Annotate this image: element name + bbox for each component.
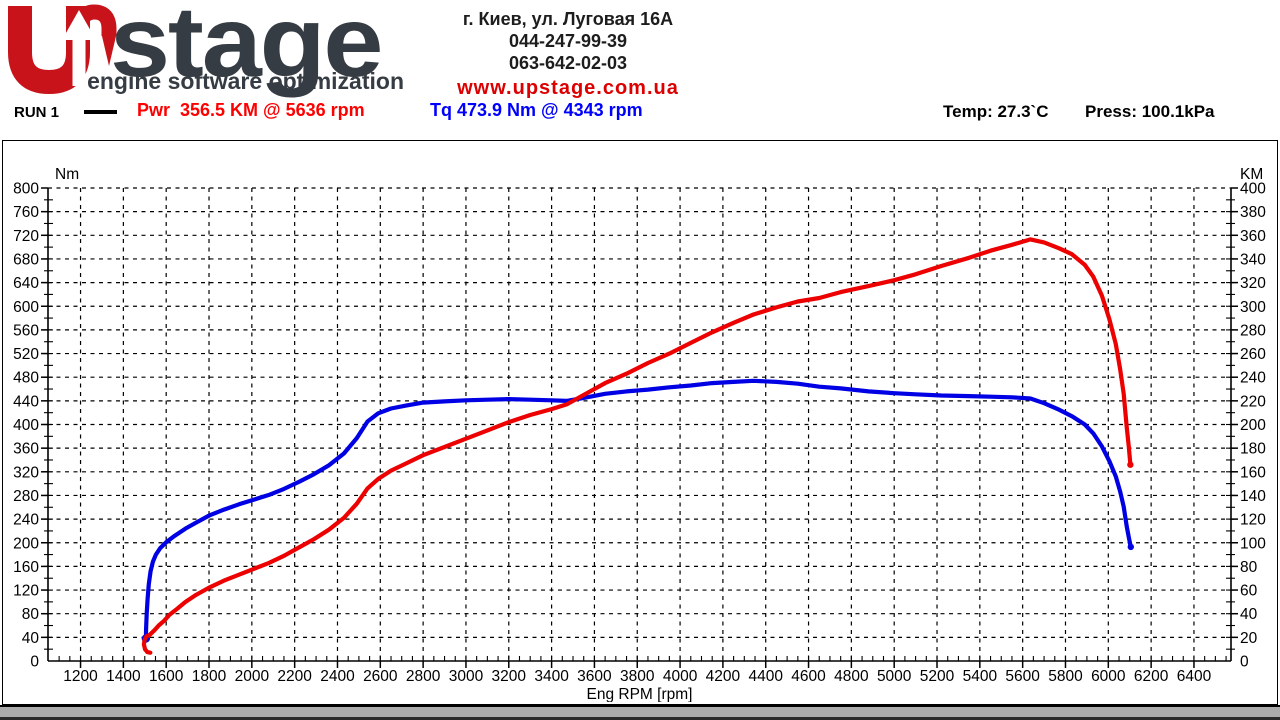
peak-torque-reading: Tq 473.9 Nm @ 4343 rpm — [430, 100, 643, 120]
svg-text:1200: 1200 — [63, 668, 98, 685]
svg-text:3200: 3200 — [492, 668, 527, 685]
website-url: www.upstage.com.ua — [457, 77, 679, 99]
svg-text:2200: 2200 — [277, 668, 312, 685]
svg-text:1600: 1600 — [149, 668, 184, 685]
svg-text:3800: 3800 — [620, 668, 655, 685]
svg-text:440: 440 — [13, 393, 39, 410]
run-label: RUN 1 — [14, 104, 60, 121]
svg-text:2400: 2400 — [320, 668, 355, 685]
svg-text:360: 360 — [13, 441, 39, 458]
svg-text:60: 60 — [1240, 583, 1258, 600]
svg-text:KM: KM — [1240, 166, 1263, 183]
svg-text:680: 680 — [13, 251, 39, 268]
svg-text:0: 0 — [1240, 654, 1249, 671]
svg-text:720: 720 — [13, 228, 39, 245]
svg-text:4000: 4000 — [663, 668, 698, 685]
svg-text:220: 220 — [1240, 393, 1266, 410]
svg-text:180: 180 — [1240, 441, 1266, 458]
svg-text:6200: 6200 — [1134, 668, 1169, 685]
contact-address: г. Киев, ул. Луговая 16А — [462, 9, 674, 29]
svg-text:260: 260 — [1240, 346, 1266, 363]
svg-text:560: 560 — [13, 322, 39, 339]
power-curve — [141, 237, 1134, 655]
temperature-reading: Temp: 27.3`C — [943, 102, 1049, 121]
svg-text:200: 200 — [13, 535, 39, 552]
svg-text:0: 0 — [30, 654, 39, 671]
svg-text:360: 360 — [1240, 228, 1266, 245]
svg-text:160: 160 — [1240, 464, 1266, 481]
upstage-logo: stage engine software optimization — [6, 0, 416, 98]
svg-text:400: 400 — [1240, 181, 1266, 198]
pressure-reading: Press: 100.1kPa — [1085, 102, 1215, 121]
chart-ticks — [41, 187, 1238, 668]
svg-text:2800: 2800 — [406, 668, 441, 685]
svg-text:1800: 1800 — [192, 668, 227, 685]
svg-text:4600: 4600 — [791, 668, 826, 685]
svg-text:760: 760 — [13, 204, 39, 221]
svg-text:280: 280 — [1240, 322, 1266, 339]
chart-gridlines — [48, 187, 1231, 661]
svg-text:100: 100 — [1240, 535, 1266, 552]
svg-text:5800: 5800 — [1048, 668, 1083, 685]
svg-text:120: 120 — [13, 583, 39, 600]
svg-text:320: 320 — [13, 464, 39, 481]
chart-axis-labels: 1200 1400 1600 1800 2000 2200 2400 2600 2800 3000… — [13, 166, 1266, 702]
svg-text:480: 480 — [13, 370, 39, 387]
svg-text:40: 40 — [1240, 606, 1258, 623]
logo-wordmark: stage — [110, 0, 383, 98]
svg-text:80: 80 — [1240, 559, 1258, 576]
svg-text:120: 120 — [1240, 512, 1266, 529]
run-legend-line — [84, 110, 117, 114]
svg-text:140: 140 — [1240, 488, 1266, 505]
svg-text:800: 800 — [13, 181, 39, 198]
svg-text:300: 300 — [1240, 299, 1266, 316]
svg-text:3000: 3000 — [449, 668, 484, 685]
svg-text:Eng RPM [rpm]: Eng RPM [rpm] — [587, 686, 693, 702]
svg-text:5200: 5200 — [920, 668, 955, 685]
svg-text:520: 520 — [13, 346, 39, 363]
svg-text:80: 80 — [22, 606, 40, 623]
svg-text:2600: 2600 — [363, 668, 398, 685]
svg-text:20: 20 — [1240, 630, 1258, 647]
svg-text:400: 400 — [13, 417, 39, 434]
svg-text:6400: 6400 — [1177, 668, 1212, 685]
logo-tagline: engine software optimization — [87, 68, 404, 94]
svg-text:380: 380 — [1240, 204, 1266, 221]
upstage-logo-mark-icon — [8, 4, 117, 95]
svg-text:200: 200 — [1240, 417, 1266, 434]
svg-text:240: 240 — [1240, 370, 1266, 387]
svg-text:240: 240 — [13, 512, 39, 529]
svg-text:3600: 3600 — [577, 668, 612, 685]
svg-text:5400: 5400 — [963, 668, 998, 685]
svg-text:600: 600 — [13, 299, 39, 316]
svg-text:4200: 4200 — [706, 668, 741, 685]
svg-text:340: 340 — [1240, 251, 1266, 268]
svg-text:5600: 5600 — [1005, 668, 1040, 685]
svg-text:6000: 6000 — [1091, 668, 1126, 685]
svg-text:5000: 5000 — [877, 668, 912, 685]
svg-text:640: 640 — [13, 275, 39, 292]
peak-power-reading: Pwr 356.5 KM @ 5636 rpm — [137, 100, 365, 120]
svg-text:280: 280 — [13, 488, 39, 505]
svg-text:320: 320 — [1240, 275, 1266, 292]
svg-text:4400: 4400 — [748, 668, 783, 685]
svg-text:1400: 1400 — [106, 668, 141, 685]
svg-text:2000: 2000 — [235, 668, 270, 685]
contact-phone-2: 063-642-02-03 — [508, 53, 628, 73]
svg-text:3400: 3400 — [534, 668, 569, 685]
contact-block: г. Киев, ул. Луговая 16А 044-247-99-39 0… — [408, 8, 728, 100]
contact-phone-1: 044-247-99-39 — [508, 31, 628, 51]
svg-text:Nm: Nm — [55, 166, 79, 183]
svg-text:160: 160 — [13, 559, 39, 576]
window-bottom-edge — [0, 705, 1280, 720]
svg-text:4800: 4800 — [834, 668, 869, 685]
dyno-chart-canvas[interactable]: 1200 1400 1600 1800 2000 2200 2400 2600 2800 3000… — [3, 141, 1275, 702]
svg-text:40: 40 — [22, 630, 40, 647]
dyno-chart-panel: 1200 1400 1600 1800 2000 2200 2400 2600 2800 3000… — [2, 140, 1278, 705]
